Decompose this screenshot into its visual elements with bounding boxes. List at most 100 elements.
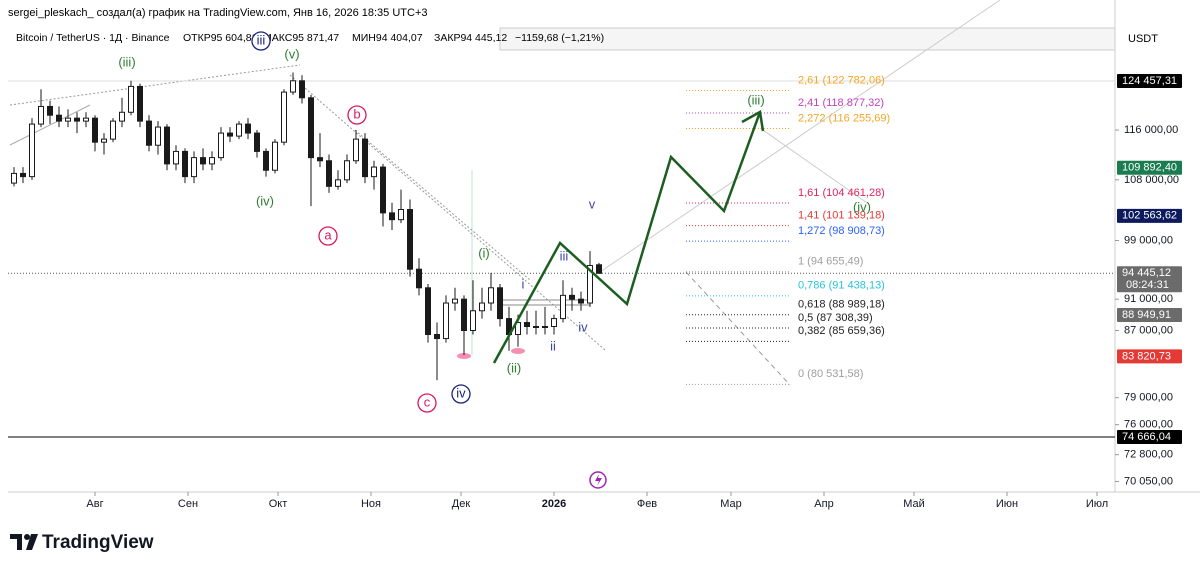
trend-line	[9, 104, 91, 146]
wave-circle	[318, 226, 338, 246]
wave-label: i	[522, 276, 525, 291]
candle-body	[155, 126, 161, 146]
candle-body	[263, 150, 269, 171]
wave-label: iv	[456, 385, 466, 400]
candle-body	[596, 264, 602, 274]
wave-label: (iii)	[747, 92, 764, 107]
price-label: 88 949,91	[1122, 309, 1171, 321]
wave-label: (ii)	[507, 360, 521, 375]
candle-body	[101, 138, 107, 143]
candle-body	[218, 132, 224, 159]
candle-body	[398, 209, 404, 221]
currency: USDT	[1128, 33, 1158, 45]
trend-line	[599, 0, 1001, 273]
candle-body	[452, 298, 458, 304]
candle-body	[416, 268, 422, 289]
candle-body	[362, 138, 368, 178]
price-label-box	[1117, 74, 1182, 89]
candle-body	[434, 334, 440, 340]
wave-label: (iv)	[256, 193, 274, 208]
marker	[457, 353, 471, 359]
x-tick-label: Дек	[452, 498, 471, 510]
event-icon[interactable]	[589, 471, 607, 489]
wave-circle	[251, 31, 271, 51]
wave-label: c	[424, 394, 431, 409]
low: МИН94 404,07	[352, 32, 423, 44]
candle-body	[569, 294, 575, 300]
fib-label: 1,61 (104 461,28)	[798, 187, 885, 199]
candle-body	[497, 287, 503, 320]
brand: TradingView	[42, 532, 154, 553]
price-label-box	[1117, 208, 1182, 223]
candle-body	[524, 322, 530, 328]
wave-projection	[492, 111, 762, 364]
change: −1159,68 (−1,21%)	[515, 32, 604, 44]
candle-body	[425, 287, 431, 336]
candle-body	[38, 105, 44, 125]
symbol: Bitcoin / TetherUS · 1Д · Binance	[16, 32, 170, 44]
price-label-box	[1117, 266, 1182, 293]
candle-body	[371, 166, 377, 178]
candle-body	[326, 160, 332, 187]
candle-body	[245, 123, 251, 134]
wave-label: (iv)	[853, 199, 871, 214]
candle-body	[164, 126, 170, 165]
fib-label: 2,61 (122 782,06)	[798, 74, 885, 86]
candle-body	[65, 117, 71, 122]
candle-body	[578, 298, 584, 304]
wave-arrowhead	[741, 110, 765, 132]
candle-body	[461, 298, 467, 331]
candle-body	[146, 120, 152, 146]
candle-body	[227, 132, 233, 137]
candle-body	[272, 141, 278, 171]
fib-label: 2,272 (116 255,69)	[798, 112, 890, 124]
price-label: 94 445,12	[1122, 267, 1171, 279]
candle-body	[380, 166, 386, 214]
x-tick-label: Фев	[637, 498, 657, 510]
candle-body	[20, 172, 26, 178]
x-tick-label: Окт	[269, 498, 288, 510]
fib-label: 0,786 (91 438,13)	[798, 280, 885, 292]
candle-body	[407, 209, 413, 270]
candle-body	[317, 157, 323, 162]
price-label-box	[1117, 308, 1182, 323]
price-label: 109 892,40	[1122, 162, 1177, 174]
candle-body	[254, 132, 260, 152]
trend-line	[354, 129, 531, 281]
trend-line	[9, 64, 301, 106]
candle-body	[443, 302, 449, 340]
wave-label: v	[589, 196, 596, 211]
candle-body	[209, 157, 215, 165]
candle-body	[11, 172, 17, 184]
wave-label: b	[353, 106, 360, 121]
candle-body	[290, 80, 296, 93]
x-tick-label: Авг	[86, 498, 103, 510]
fib-label: 0 (80 531,58)	[798, 368, 863, 380]
fib-label: 1,41 (101 139,18)	[798, 209, 885, 221]
candle-body	[200, 157, 206, 165]
candle-body	[74, 117, 80, 122]
y-tick-label: 116 000,00	[1124, 124, 1178, 136]
x-tick-label: Апр	[814, 498, 833, 510]
candle-body	[560, 294, 566, 320]
x-tick-label: Мар	[720, 498, 742, 510]
y-tick-label: 99 000,00	[1124, 234, 1173, 246]
wave-label: iv	[578, 319, 588, 334]
wave-label: iii	[257, 32, 266, 47]
x-tick-label: 2026	[542, 498, 566, 510]
y-tick-label: 79 000,00	[1124, 392, 1173, 404]
wave-label: iii	[560, 248, 569, 263]
candle-body	[56, 114, 62, 122]
candle-body	[479, 302, 485, 312]
wave-label: ii	[550, 338, 556, 353]
range-box	[499, 299, 591, 306]
candle-body	[515, 322, 521, 336]
candle-body	[389, 212, 395, 221]
fib-label: 0,5 (87 308,39)	[798, 312, 873, 324]
price-label: 102 563,62	[1122, 210, 1177, 222]
close: ЗАКР94 445,12	[434, 32, 507, 44]
x-tick-label: Июл	[1086, 498, 1108, 510]
candle-body	[92, 117, 98, 143]
candle-body	[533, 326, 539, 329]
